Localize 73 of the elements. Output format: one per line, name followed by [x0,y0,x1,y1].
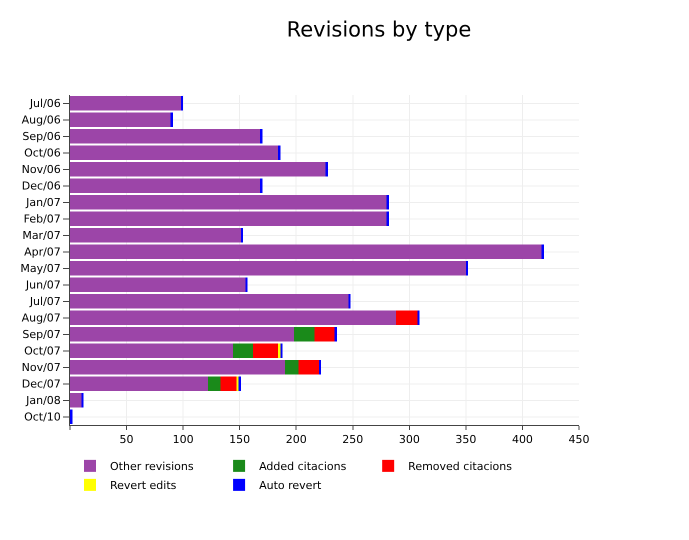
bar [298,360,319,374]
bar [70,96,181,110]
bar [70,212,387,226]
bar [236,376,239,391]
bar [280,344,283,358]
x-tick-label: 50 [120,433,134,446]
bar [70,327,294,342]
y-tick-label: Jul/06 [28,97,61,110]
bar [348,294,351,308]
bar [284,360,298,374]
bar [314,327,335,342]
legend-label: Revert edits [110,479,177,492]
legend-label: Added citacions [259,460,347,474]
bar [70,162,326,176]
y-tick-label: Jan/08 [25,394,61,408]
bar [180,96,184,110]
y-tick-label: Mar/07 [22,229,61,242]
bar [70,195,387,210]
x-tick-label: 300 [398,433,420,446]
bar [70,228,241,242]
x-tick-label: 400 [512,433,533,446]
x-tick-label: 200 [286,433,307,446]
bar [245,278,248,292]
y-tick-label: Sep/06 [22,130,61,144]
bar [70,129,260,144]
y-tick-label: Aug/07 [22,312,61,325]
y-tick-label: Jul/07 [28,295,61,308]
y-tick-label: Oct/06 [24,146,61,160]
bar [318,360,322,374]
bar [70,112,171,127]
x-tick-label: 100 [172,433,194,446]
x-tick-label: 150 [229,433,250,446]
bar [70,261,466,276]
bar [417,310,420,325]
y-tick-label: Oct/10 [24,410,61,424]
bar [70,376,208,391]
legend-label: Auto revert [259,479,322,492]
y-tick-label: Nov/06 [22,163,61,176]
bar [81,393,84,408]
y-tick-label: Feb/07 [24,212,61,226]
chart-title: Revisions by type [286,17,472,42]
legend-label: Other revisions [110,460,194,474]
x-tick-label: 250 [342,433,364,446]
bar [70,344,233,358]
bar [220,376,236,391]
bar [70,178,260,193]
y-tick-label: Apr/07 [24,246,61,259]
legend-label: Removed citacions [408,460,512,474]
y-tick-label: May/07 [20,262,61,276]
x-tick-label: 350 [455,433,476,446]
y-tick-label: Sep/07 [22,328,61,342]
y-tick-label: Jun/07 [24,278,61,292]
bar [70,393,82,408]
bar [70,310,396,325]
bar [70,278,246,292]
bar [240,228,244,242]
y-tick-label: Nov/07 [22,361,61,374]
bar [70,294,348,308]
y-tick-label: Aug/06 [22,114,61,127]
bar [70,244,542,259]
bar [208,376,220,391]
bar [466,261,468,276]
y-tick-label: Jan/07 [25,196,61,210]
bar [294,327,314,342]
y-tick-label: Oct/07 [24,344,61,358]
bar [396,310,418,325]
bar [70,360,285,374]
bar [70,146,278,160]
bar [232,344,254,358]
y-tick-label: Dec/07 [22,378,61,391]
bar [253,344,278,358]
y-tick-label: Dec/06 [22,180,61,193]
x-tick-label: 450 [568,433,590,446]
